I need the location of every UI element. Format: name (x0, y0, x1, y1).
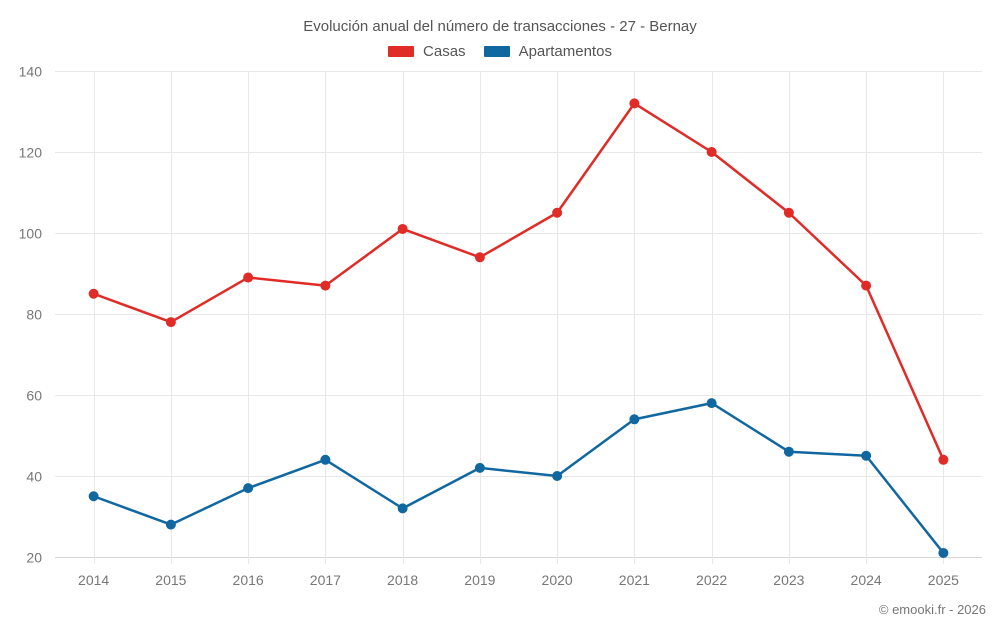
data-point[interactable] (629, 414, 640, 425)
y-tick-label: 80 (26, 307, 42, 323)
chart-legend: Casas Apartamentos (0, 44, 1000, 59)
chart-title: Evolución anual del número de transaccio… (303, 18, 697, 35)
horizontal-gridlines (55, 71, 982, 558)
y-tick-label: 120 (19, 145, 43, 161)
data-point[interactable] (706, 147, 717, 157)
x-tick-label: 2023 (773, 572, 804, 588)
data-point[interactable] (165, 317, 176, 328)
data-series-layer (88, 98, 949, 558)
x-tick-label: 2020 (542, 572, 573, 588)
legend-label-apartamentos: Apartamentos (518, 43, 612, 60)
x-tick-label: 2024 (851, 572, 882, 588)
data-point[interactable] (88, 288, 99, 299)
legend-swatch-apartamentos-icon (483, 46, 510, 57)
series-line-apartamentos (92, 401, 945, 555)
data-point[interactable] (474, 252, 485, 263)
data-point[interactable] (243, 483, 254, 494)
data-point[interactable] (243, 272, 254, 283)
legend-label-casas: Casas (423, 43, 466, 60)
y-axis-tick-labels: 20 40 60 80 100 120 140 (19, 64, 43, 566)
x-tick-label: 2015 (155, 572, 186, 588)
data-point[interactable] (938, 547, 949, 558)
x-tick-label: 2016 (233, 572, 264, 588)
data-point[interactable] (629, 98, 640, 109)
y-tick-label: 100 (19, 226, 43, 242)
data-point[interactable] (861, 280, 872, 291)
x-tick-label: 2022 (696, 572, 727, 588)
series-line-casas (92, 102, 945, 462)
y-tick-label: 60 (26, 388, 42, 404)
legend-item-apartamentos[interactable]: Apartamentos (483, 43, 612, 60)
data-point[interactable] (88, 491, 99, 502)
data-point[interactable] (783, 207, 794, 218)
x-tick-label: 2025 (928, 572, 959, 588)
x-tick-label: 2017 (310, 572, 341, 588)
data-point[interactable] (938, 454, 949, 465)
y-tick-label: 40 (26, 469, 42, 485)
data-point[interactable] (165, 519, 176, 530)
data-point[interactable] (320, 280, 331, 291)
vertical-gridlines (94, 71, 944, 564)
legend-item-casas[interactable]: Casas (388, 44, 466, 59)
y-tick-label: 140 (19, 64, 43, 80)
legend-swatch-casas-icon (388, 46, 415, 57)
data-point[interactable] (783, 446, 794, 457)
x-tick-label: 2019 (464, 572, 495, 588)
data-point[interactable] (474, 462, 485, 473)
x-tick-label: 2021 (619, 572, 650, 588)
y-tick-label: 20 (26, 550, 42, 566)
data-point[interactable] (861, 450, 872, 461)
data-point[interactable] (397, 503, 408, 514)
data-point[interactable] (397, 223, 408, 234)
chart-credit: © emooki.fr - 2026 (878, 602, 986, 617)
x-axis-tick-labels: 2014 2015 2016 2017 2018 2019 2020 2021 2022 2023… (78, 572, 959, 588)
data-point[interactable] (552, 471, 563, 481)
data-point[interactable] (552, 207, 563, 218)
x-tick-label: 2018 (387, 572, 418, 588)
data-point[interactable] (320, 454, 331, 465)
data-point[interactable] (706, 398, 717, 409)
x-tick-label: 2014 (78, 572, 109, 588)
